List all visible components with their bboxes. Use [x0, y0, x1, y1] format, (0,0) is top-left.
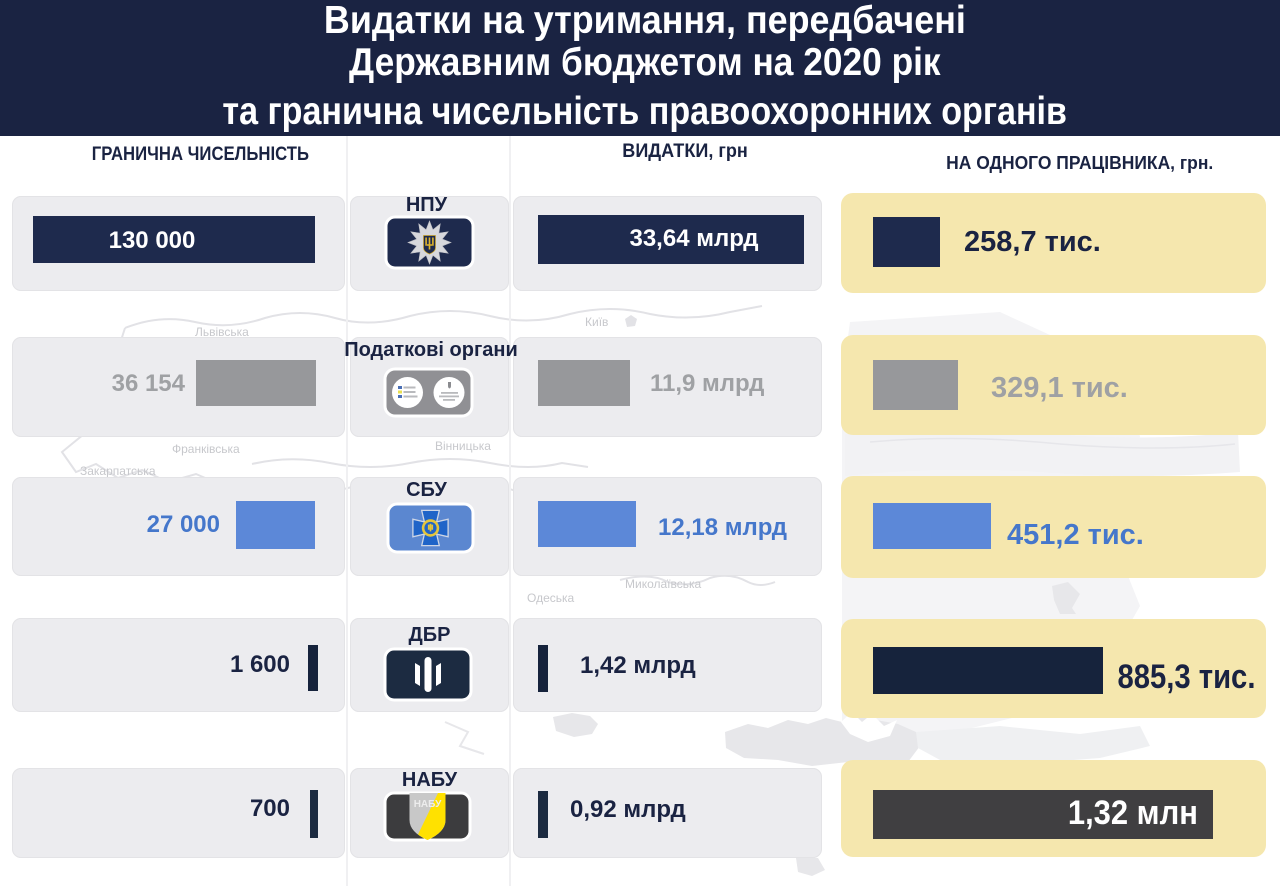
svg-text:Миколаївська: Миколаївська	[625, 577, 702, 591]
svg-text:Закарпатська: Закарпатська	[80, 464, 156, 478]
svg-text:Франківська: Франківська	[172, 442, 240, 456]
svg-text:Вінницька: Вінницька	[435, 439, 491, 453]
svg-text:Одеська: Одеська	[527, 591, 575, 605]
svg-text:Київ: Київ	[585, 315, 608, 329]
svg-text:Львівська: Львівська	[195, 325, 249, 339]
svg-text:НАБУ: НАБУ	[414, 799, 442, 810]
